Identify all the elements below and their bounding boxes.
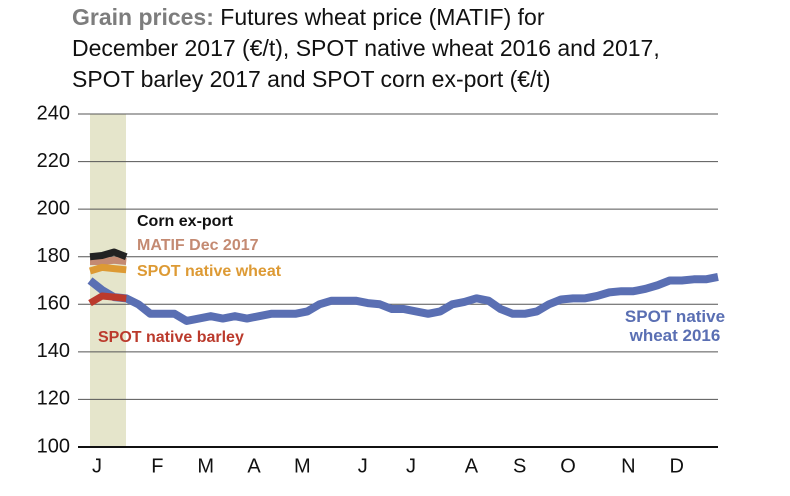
series-label: SPOT native wheat: [137, 263, 282, 280]
x-tick-label: M: [197, 455, 214, 477]
x-tick-label: J: [92, 455, 102, 477]
y-tick-label: 240: [37, 102, 70, 124]
x-tick-label: J: [358, 455, 368, 477]
series-line: [90, 256, 127, 265]
x-tick-label: F: [151, 455, 163, 477]
x-tick-label: M: [294, 455, 311, 477]
x-tick-label: D: [669, 455, 683, 477]
x-tick-label: J: [406, 455, 416, 477]
y-tick-label: 180: [37, 245, 70, 267]
series-line: [89, 263, 127, 275]
chart-title: Grain prices:: [72, 4, 214, 30]
chart-subtitle: Futures wheat price (MATIF) for December…: [72, 4, 660, 92]
y-tick-label: 100: [37, 435, 70, 457]
y-tick-label: 160: [37, 293, 70, 315]
y-tick-label: 200: [37, 197, 70, 219]
series-line: [89, 248, 128, 261]
series-label: SPOT native barley: [98, 329, 244, 346]
x-tick-label: S: [513, 455, 526, 477]
x-tick-label: O: [560, 455, 576, 477]
x-tick-label: A: [465, 455, 479, 477]
series-label: MATIF Dec 2017: [137, 237, 259, 254]
x-tick-label: A: [247, 455, 261, 477]
y-tick-label: 140: [37, 340, 70, 362]
header: Grain prices: Futures wheat price (MATIF…: [72, 2, 660, 95]
series-line: [88, 292, 127, 307]
y-tick-label: 120: [37, 388, 70, 410]
x-tick-label: N: [621, 455, 635, 477]
series-label: Corn ex-port: [137, 213, 233, 230]
series-line: [87, 273, 719, 325]
y-tick-label: 220: [37, 150, 70, 172]
series-label: SPOT native wheat 2016: [624, 307, 726, 345]
